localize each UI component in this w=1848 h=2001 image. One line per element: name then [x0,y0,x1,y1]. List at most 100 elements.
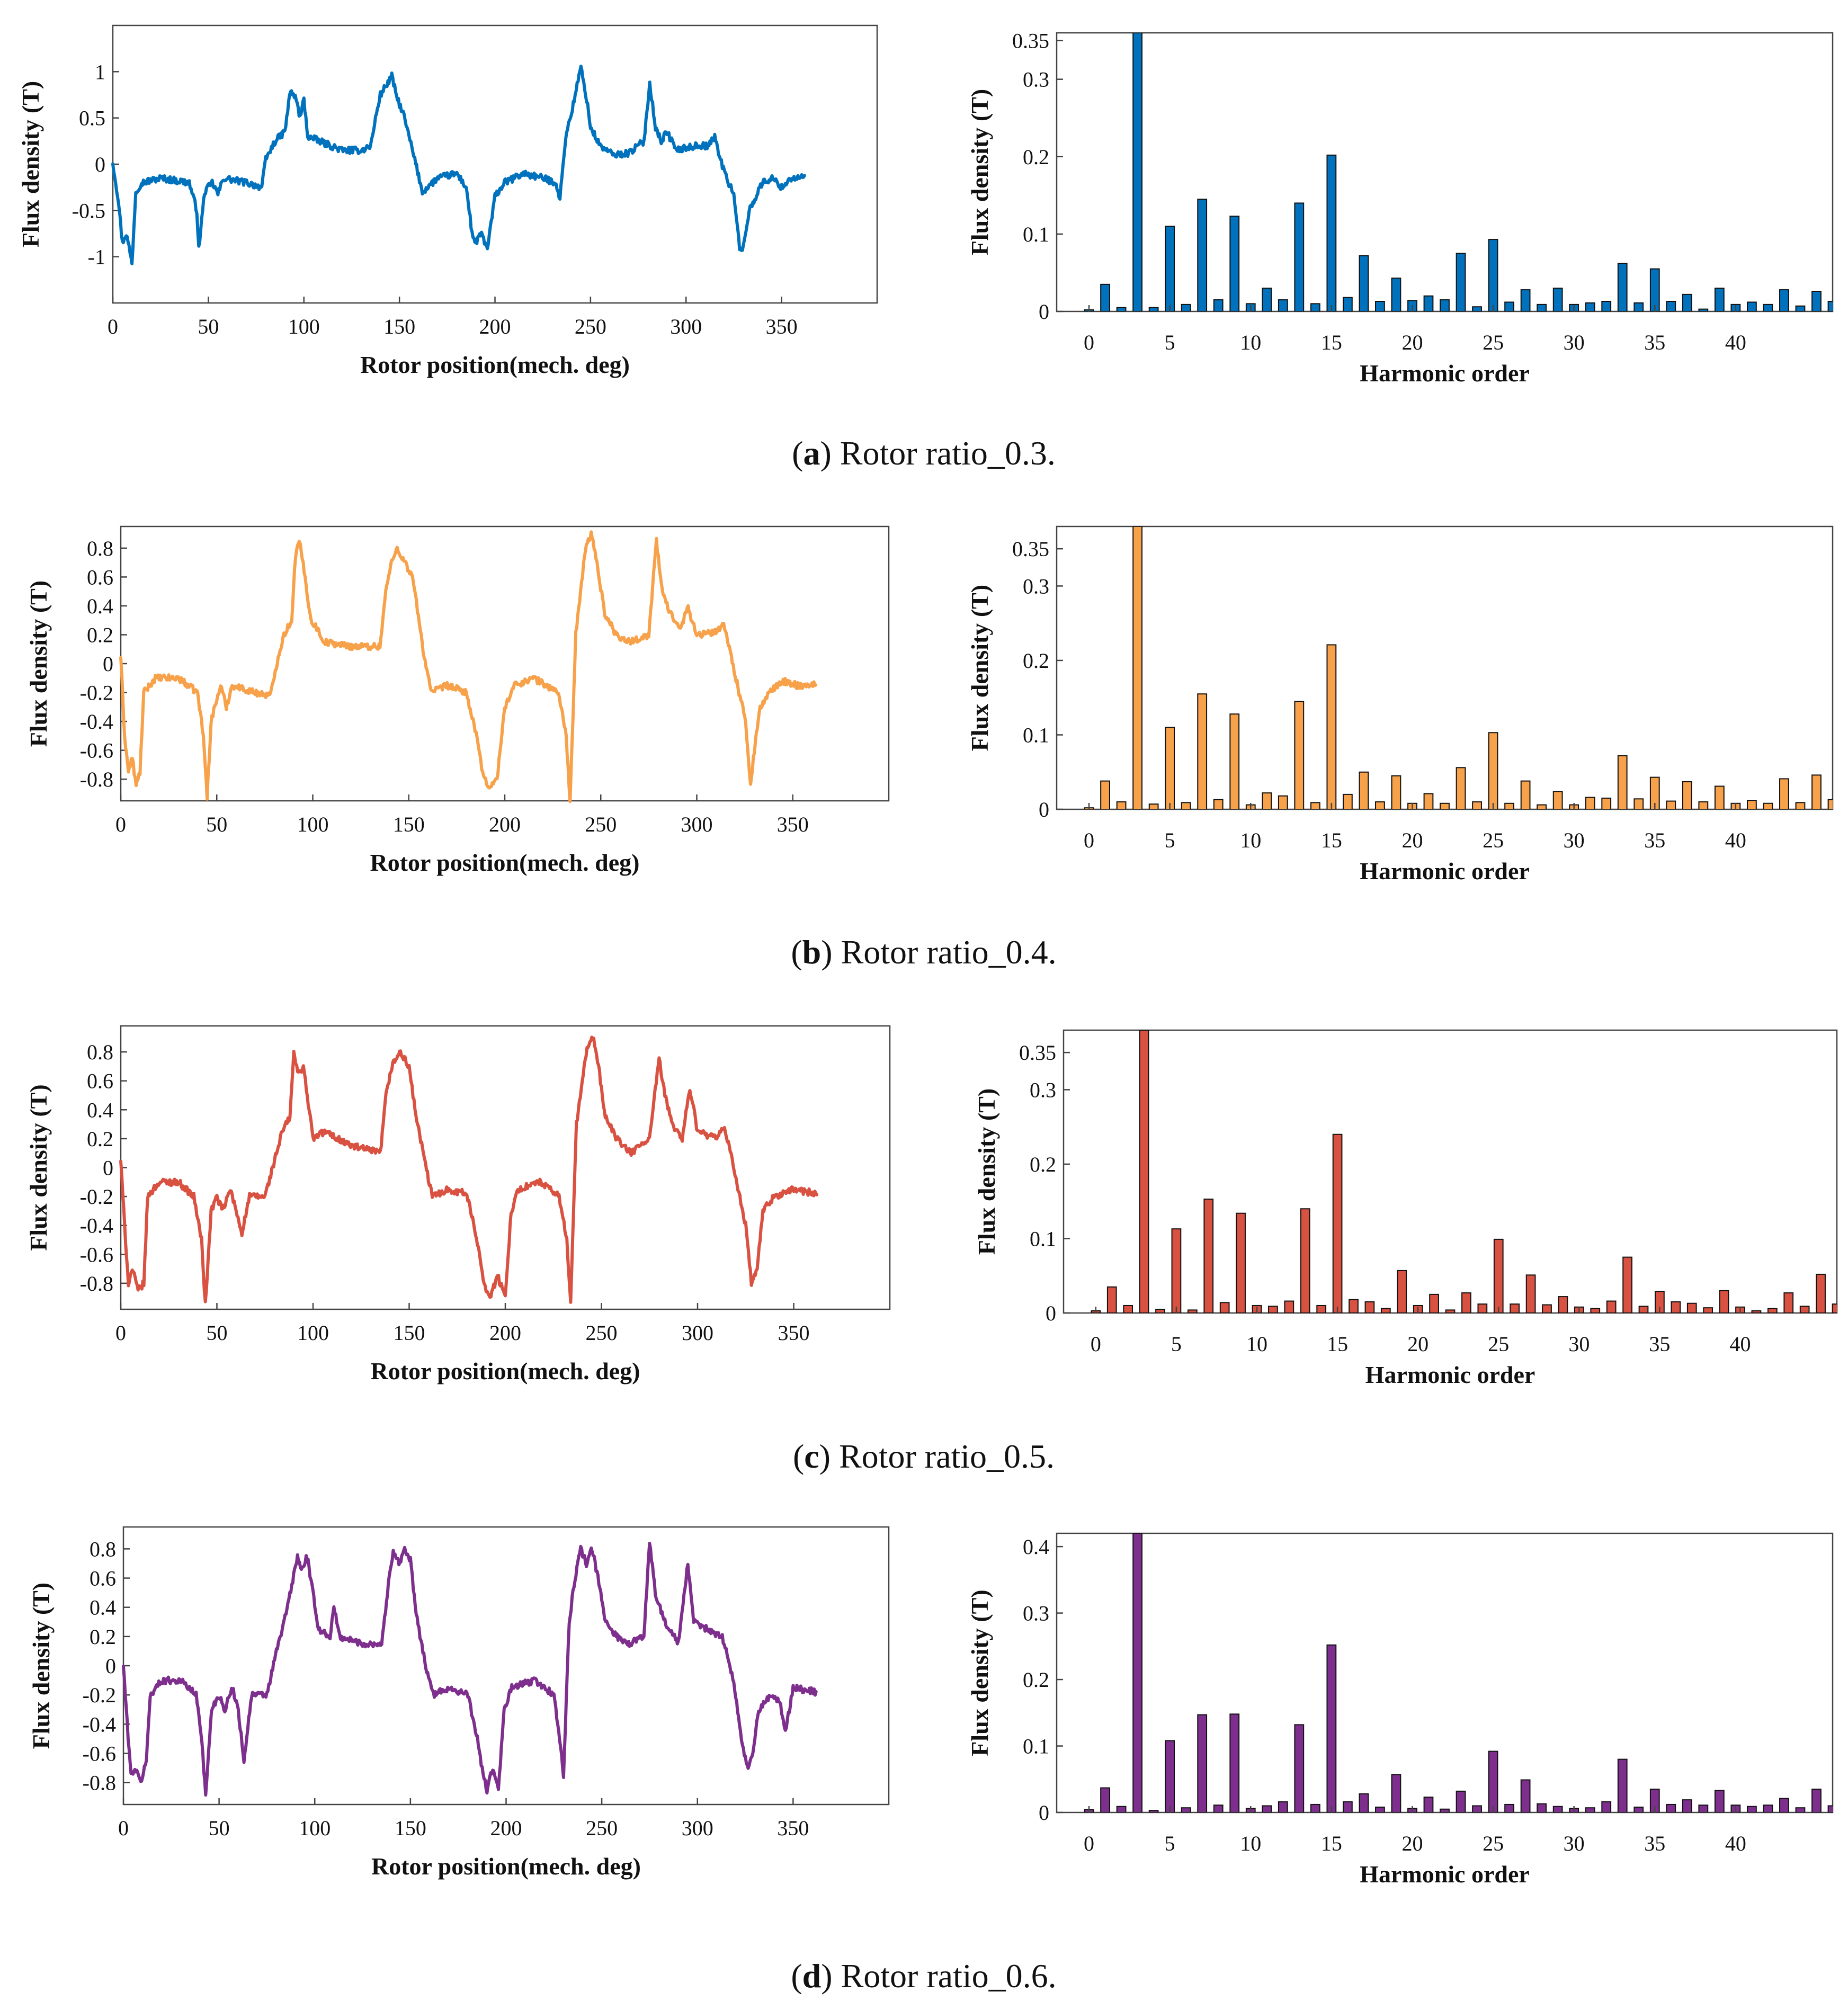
x-axis-label: Harmonic order [1360,1861,1530,1888]
x-axis-label: Harmonic order [1360,857,1530,885]
y-tick-label: 1 [95,60,105,84]
harmonic-bar [1326,1644,1337,1812]
harmonic-bar [1197,693,1208,809]
y-tick-label: -0.2 [83,1683,116,1707]
caption-paren: ( [792,434,803,472]
y-tick-label: 0 [1039,798,1049,821]
harmonic-bar [1488,1750,1498,1812]
y-axis-label: Flux density (T) [966,585,993,751]
harmonic-bar [1811,1789,1822,1812]
y-tick-label: 0.6 [87,1069,113,1093]
harmonic-bar [1617,263,1628,311]
harmonic-bar [1827,301,1833,311]
y-tick-label: 0.2 [1023,1668,1049,1692]
caption-paren: ( [793,1437,804,1475]
harmonic-bar [1542,1304,1552,1313]
harmonic-bar [1504,1803,1514,1812]
y-tick-label: 0.4 [87,1098,113,1122]
harmonic-bar [1633,302,1644,311]
harmonic-bar [1601,797,1612,809]
x-tick-label: 15 [1321,330,1342,354]
y-tick-label: -0.4 [80,710,113,734]
x-tick-label: 5 [1171,1332,1182,1356]
harmonic-bar [1666,800,1676,809]
harmonic-bar [1316,1305,1327,1313]
harmonic-bar [1714,1790,1725,1812]
harmonic-bar [1552,1806,1563,1812]
x-tick-label: 30 [1564,1832,1585,1855]
x-tick-label: 50 [207,1321,228,1345]
x-tick-label: 250 [585,812,617,836]
harmonic-bar [1649,776,1660,809]
harmonic-bar [1132,1533,1142,1812]
x-tick-label: 200 [490,1816,522,1840]
x-tick-label: 40 [1730,1332,1751,1356]
harmonic-bar [1197,199,1208,311]
harmonic-bar [1456,767,1466,809]
flux-density-trace [122,1541,818,1797]
harmonic-bar [1397,1270,1407,1313]
caption-letter: b [802,933,822,971]
caption-text: Rotor ratio_0.3. [832,434,1056,472]
waveform-plot-1: 0 50 100 150 200 250 300 350 0.8 0.6 0.4 0.2 0 -0.2 -0… [25,525,890,876]
x-tick-label: 0 [118,1816,129,1840]
harmonic-bar [1375,301,1385,311]
y-tick-label: 0.1 [1023,222,1049,246]
harmonic-bar [1181,303,1191,311]
x-tick-label: 0 [108,315,118,338]
harmonic-bar [1445,1309,1456,1313]
harmonic-bar [1380,1308,1391,1313]
x-tick-label: 30 [1564,828,1585,852]
x-tick-label: 5 [1165,1832,1175,1855]
harmonic-bar [1284,1300,1295,1313]
harmonic-bar [1456,1790,1466,1812]
y-tick-label: 0.6 [87,565,113,589]
harmonic-bar [1155,1308,1165,1313]
harmonic-bar [1278,1801,1288,1812]
harmonic-bar [1558,1296,1568,1313]
harmonic-bar [1165,727,1175,809]
y-axis-label: Flux density (T) [966,1589,993,1756]
harmonic-bar [1300,1208,1310,1313]
x-tick-label: 200 [479,315,511,338]
x-tick-label: 25 [1483,1832,1504,1855]
harmonic-bar [1779,778,1789,809]
harmonic-bar [1488,732,1498,809]
x-tick-label: 10 [1240,828,1261,852]
subfigure-caption-3: (d) Rotor ratio_0.6. [791,1957,1056,1995]
harmonic-bar [1148,1810,1159,1812]
harmonic-bar [1520,780,1531,809]
y-axis-label: Flux density (T) [25,1084,52,1250]
harmonic-bar [1364,1301,1375,1313]
caption-letter: c [804,1437,819,1475]
harmonic-bar [1213,1805,1224,1812]
harmonic-bar [1106,1286,1117,1313]
x-tick-label: 100 [297,812,329,836]
y-tick-label: 0 [103,652,113,676]
y-tick-label: -0.5 [72,199,105,222]
harmonic-bar [1682,293,1692,311]
x-tick-label: 350 [778,1321,810,1345]
harmonic-bar [1132,33,1142,311]
harmonic-bar [1456,253,1466,311]
waveform-frame [120,1025,891,1310]
harmonic-bar [1262,792,1272,809]
y-tick-label: 0 [1046,1301,1056,1325]
harmonic-bar [1493,1238,1504,1313]
harmonic-bar [1649,268,1660,311]
y-tick-label: 0.2 [1030,1153,1056,1176]
harmonic-bar [1666,1803,1676,1812]
harmonic-bar [1747,1806,1757,1812]
x-tick-label: 300 [681,812,713,836]
y-tick-label: -0.8 [80,767,113,791]
x-tick-label: 40 [1725,828,1746,852]
harmonic-bar [1552,288,1563,311]
harmonic-bar [1440,1808,1450,1812]
harmonic-bar [1219,1302,1230,1313]
x-tick-label: 150 [394,1321,425,1345]
harmonic-bar [1795,802,1806,809]
harmonic-bar [1229,713,1240,809]
x-tick-label: 0 [1084,828,1094,852]
y-tick-label: -0.4 [83,1712,116,1736]
harmonic-bar [1763,1805,1773,1812]
